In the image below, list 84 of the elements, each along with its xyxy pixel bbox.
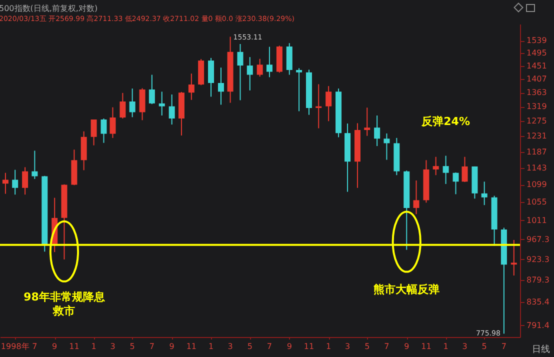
candlestick <box>218 67 224 106</box>
x-tick-label: 7 <box>266 342 272 351</box>
y-tick-label: 967.3 <box>526 234 550 244</box>
candlestick <box>374 115 380 147</box>
x-tick-label: 3 <box>462 342 468 351</box>
x-tick-label: 1 <box>208 342 214 351</box>
text: 日线 <box>532 344 550 356</box>
candlestick <box>80 130 87 171</box>
x-tick-label: 3 <box>110 342 116 351</box>
candlestick <box>129 88 136 118</box>
candlestick <box>510 239 517 276</box>
x-tick-label: 9 <box>52 342 58 351</box>
x-tick-label: 7 <box>384 342 390 351</box>
x-tick-label: 11 <box>304 342 314 351</box>
candlestick <box>188 73 194 100</box>
candlestick <box>12 169 18 196</box>
y-tick-label: 835.4 <box>526 298 550 307</box>
x-tick-label: 1998年 <box>0 342 30 351</box>
candlestick <box>384 132 390 160</box>
annotation: 98年非常规降息救市 <box>24 290 106 318</box>
x-tick-label: 11 <box>69 342 80 351</box>
y-tick-label: 879.3 <box>526 276 550 285</box>
candlestick <box>198 58 204 86</box>
candlestick <box>168 94 175 126</box>
candlestick <box>452 172 459 195</box>
y-tick-label: 1187 <box>526 147 547 156</box>
candlestick <box>237 43 244 101</box>
y-tick-label: 1539 <box>526 36 547 46</box>
y-tick-label: 1011 <box>526 216 547 225</box>
x-tick-label: 5 <box>247 342 252 351</box>
candlestick <box>432 156 439 176</box>
candlestick <box>462 156 468 183</box>
x-tick-label: 9 <box>404 342 410 351</box>
y-tick-label: 1363 <box>526 88 547 98</box>
y-tick-label: 923.3 <box>526 254 550 264</box>
x-tick-label: 7 <box>32 342 38 351</box>
candlestick <box>266 46 272 78</box>
candlestick <box>139 88 146 121</box>
y-tick-label: 1055 <box>526 198 547 207</box>
candlestick <box>90 119 97 146</box>
x-tick-label: 9 <box>286 342 292 351</box>
x-tick-label: 3 <box>228 342 233 351</box>
candlestick <box>316 84 322 129</box>
y-tick-label: 791.4 <box>526 320 550 330</box>
candlestick <box>326 86 332 122</box>
x-tick-label: 5 <box>364 342 370 351</box>
x-tick-label: 3 <box>344 342 350 351</box>
candlestick <box>2 172 8 194</box>
candlestick <box>256 58 263 78</box>
x-tick-label: 7 <box>501 342 506 351</box>
x-tick-label: 9 <box>169 342 174 351</box>
candlestick <box>246 56 253 91</box>
annotation: 反弹24% <box>420 114 470 128</box>
y-tick-label: 1099 <box>526 180 547 190</box>
x-tick-label: 7 <box>149 342 154 351</box>
y-tick-label: 1143 <box>526 163 547 172</box>
y-tick-label: 1407 <box>526 74 547 84</box>
candlestick <box>100 118 107 144</box>
y-tick-label: 1451 <box>526 61 547 70</box>
candlestick <box>158 91 165 116</box>
candlestick <box>286 42 292 76</box>
candlestick <box>148 74 155 105</box>
candlestick <box>32 150 38 180</box>
candlestick <box>413 180 420 215</box>
candlestick <box>22 166 28 196</box>
x-tick-label: 5 <box>130 342 135 351</box>
x-tick-label: 11 <box>421 342 432 351</box>
x-tick-label: 11 <box>186 342 197 351</box>
x-tick-label: 5 <box>482 342 487 351</box>
x-tick-label: 1 <box>91 342 96 351</box>
y-tick-label: 1231 <box>526 132 547 141</box>
y-tick-label: 1495 <box>526 48 547 58</box>
x-tick-label: 1 <box>326 342 332 351</box>
annotation: 熊市大幅反弹 <box>374 282 440 296</box>
candlestick <box>442 155 449 184</box>
candlestick <box>110 106 116 138</box>
candlestick <box>481 181 488 206</box>
x-tick-label: 1 <box>443 342 448 351</box>
candlestick <box>208 57 214 98</box>
y-tick-label: 1319 <box>526 102 547 112</box>
candlestick <box>120 92 126 119</box>
y-tick-label: 1275 <box>526 116 547 126</box>
candlestick <box>364 107 370 136</box>
candlestick <box>296 68 302 112</box>
